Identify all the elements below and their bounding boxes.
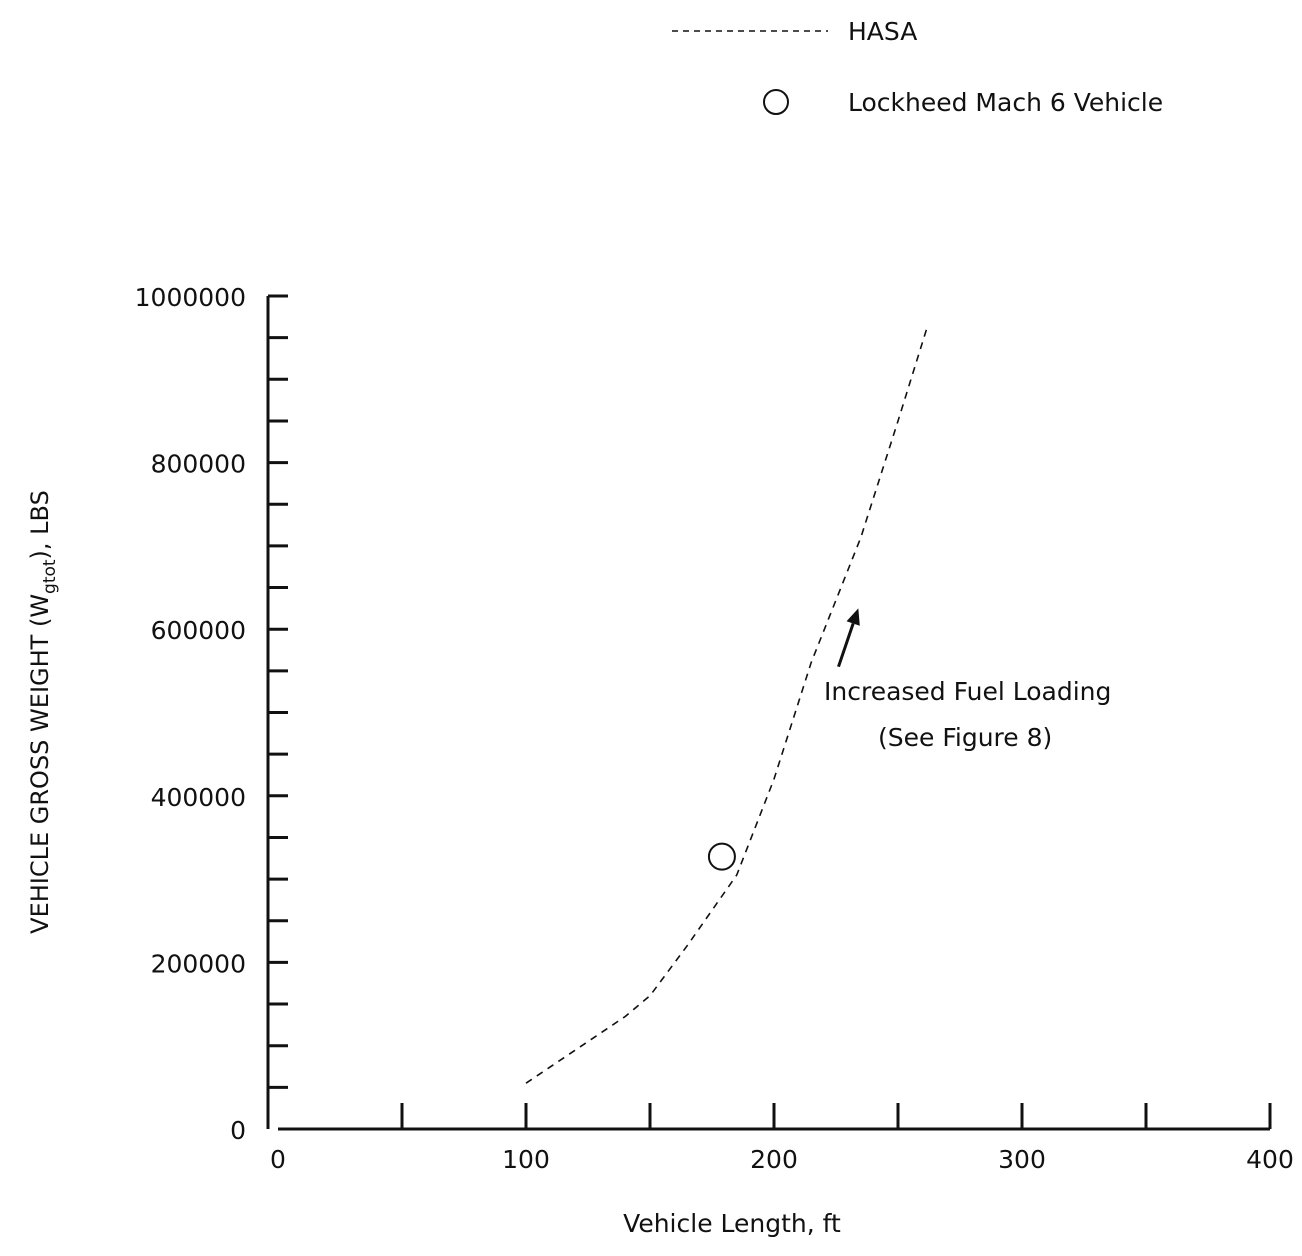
legend-lockheed-marker	[763, 89, 789, 115]
lockheed-data-point	[707, 842, 736, 871]
x-tick-label: 400	[1246, 1145, 1294, 1174]
y-tick-label: 600000	[151, 616, 246, 645]
y-tick-label: 1000000	[135, 283, 246, 312]
y-tick-label: 800000	[151, 450, 246, 479]
y-axis-label-suffix: ), LBS	[26, 490, 54, 559]
series-layer	[525, 324, 929, 1084]
x-tick-label: 100	[502, 1145, 550, 1174]
y-tick-label: 200000	[151, 949, 246, 978]
hasa-series-line	[525, 324, 929, 1084]
annotation-line-2: (See Figure 8)	[878, 723, 1052, 752]
x-tick-label: 200	[750, 1145, 798, 1174]
y-axis-tick-labels: 0 200000 400000 600000 800000 1000000	[135, 283, 246, 1145]
legend-lockheed-label: Lockheed Mach 6 Vehicle	[848, 88, 1163, 117]
x-axis-label: Vehicle Length, ft	[623, 1209, 841, 1238]
x-axis-tick-labels: 0 100 200 300 400	[270, 1145, 1294, 1174]
y-tick-label: 0	[230, 1116, 246, 1145]
x-axis-ticks	[400, 1103, 1272, 1129]
annotation-arrowhead	[846, 608, 860, 626]
y-axis-label-subscript: gtot	[40, 559, 60, 594]
annotation-arrow	[837, 623, 855, 668]
y-axis-ticks	[268, 294, 288, 1089]
x-tick-label: 0	[270, 1145, 286, 1174]
y-axis-label: VEHICLE GROSS WEIGHT (Wgtot), LBS	[26, 490, 60, 934]
annotation: Increased Fuel Loading (See Figure 8)	[824, 608, 1111, 752]
axes: 0 200000 400000 600000 800000 1000000 0 100 200…	[135, 283, 1294, 1174]
legend: HASA Lockheed Mach 6 Vehicle	[672, 17, 1163, 117]
annotation-line-1: Increased Fuel Loading	[824, 677, 1111, 706]
y-axis-label-prefix: VEHICLE GROSS WEIGHT (W	[26, 594, 54, 934]
legend-hasa-label: HASA	[848, 17, 917, 46]
y-tick-label: 400000	[151, 783, 246, 812]
x-tick-label: 300	[998, 1145, 1046, 1174]
